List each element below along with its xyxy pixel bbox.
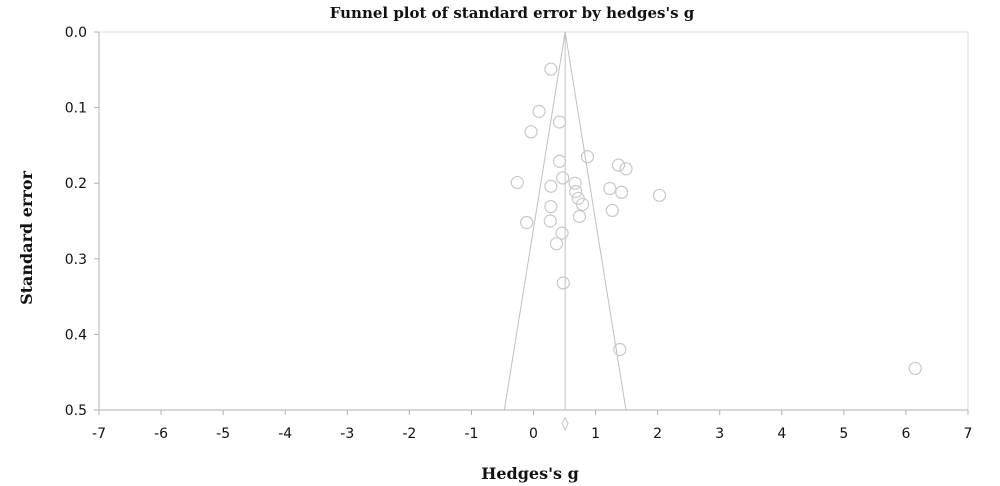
plot-area	[98, 31, 969, 411]
study-point	[552, 154, 567, 168]
study-point	[605, 203, 619, 218]
x-tick-label: 3	[715, 426, 724, 442]
y-tick-label: 0.5	[65, 403, 87, 419]
x-tick-label: -4	[278, 426, 292, 442]
y-tick-label: 0.2	[65, 176, 87, 192]
x-tick-label: -2	[402, 426, 416, 442]
study-point	[543, 214, 557, 228]
summary-diamond	[561, 416, 569, 431]
funnel-right-line	[564, 31, 627, 411]
x-tick-label: 0	[529, 426, 538, 442]
study-point	[615, 185, 629, 199]
funnel-left-line	[503, 31, 566, 411]
x-tick-label: 1	[591, 426, 600, 442]
y-tick-label: 0.1	[65, 101, 87, 117]
study-point	[549, 237, 564, 251]
study-point	[510, 175, 524, 190]
x-tick-label: -3	[340, 426, 354, 442]
study-point	[575, 197, 590, 211]
x-tick-label: 5	[839, 426, 848, 442]
study-point	[555, 226, 569, 240]
study-point	[524, 125, 538, 139]
x-tick-label: 6	[901, 426, 910, 442]
study-point	[611, 158, 626, 172]
x-tick-label: -5	[216, 426, 230, 442]
x-tick-label: 4	[777, 426, 786, 442]
study-point	[613, 342, 627, 357]
x-axis-label: Hedges's g	[481, 464, 579, 483]
study-point	[544, 62, 558, 76]
study-point	[580, 150, 595, 164]
y-axis-label: Standard error	[17, 171, 36, 305]
study-point	[544, 200, 558, 214]
x-tick-label: -1	[464, 426, 478, 442]
chart-title: Funnel plot of standard error by hedges'…	[330, 4, 695, 22]
axes-layer: -7 -6 -5 -4 -3 -2 -1 0 1 2 3 4 5 6 7 0.0 0.1 0.2 0.3 0.4 0.5	[65, 25, 973, 442]
x-tick-label: 7	[964, 426, 973, 442]
study-point	[569, 184, 583, 199]
study-point	[572, 209, 587, 224]
study-point	[520, 215, 534, 230]
study-point	[652, 188, 667, 202]
x-tick-label: 2	[653, 426, 662, 442]
study-point	[532, 104, 546, 118]
funnel-layer	[503, 31, 627, 431]
y-tick-label: 0.3	[65, 252, 87, 268]
study-point	[556, 171, 570, 185]
study-point	[908, 361, 922, 376]
x-tick-label: -6	[154, 426, 168, 442]
y-tick-label: 0.4	[65, 327, 87, 343]
study-point	[603, 181, 617, 196]
study-point	[619, 162, 633, 176]
points-layer	[510, 62, 922, 376]
study-point	[568, 176, 582, 190]
y-tick-label: 0.0	[65, 25, 87, 41]
study-point	[556, 276, 570, 290]
study-point	[552, 115, 567, 129]
study-point	[544, 179, 558, 193]
x-tick-label: -7	[92, 426, 106, 442]
